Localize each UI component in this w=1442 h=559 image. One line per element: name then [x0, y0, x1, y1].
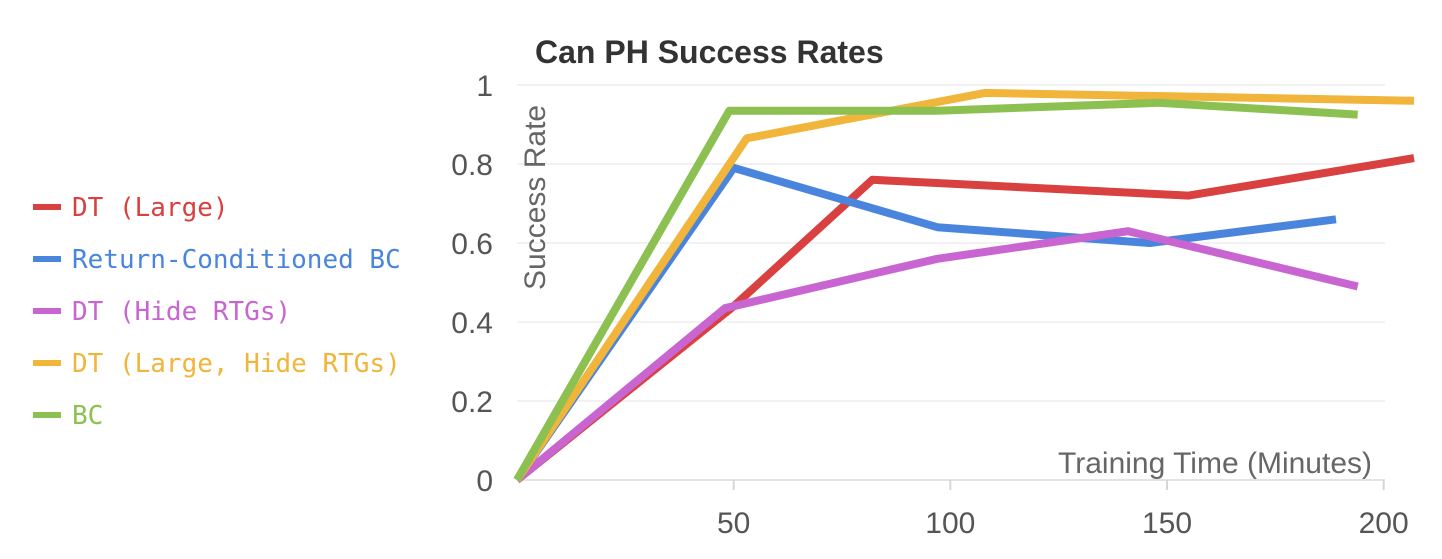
x-tick-label: 50 [717, 507, 750, 540]
series-layer [513, 88, 1415, 484]
series-line-1 [513, 163, 1337, 483]
x-tick-label: 150 [1142, 507, 1192, 540]
legend-label: DT (Large, Hide RTGs) [72, 349, 401, 379]
legend-label: DT (Large) [72, 193, 229, 223]
y-tick-label: 0.2 [451, 386, 493, 419]
y-axis-label: Success Rate [519, 105, 552, 290]
y-tick-label: 0.8 [451, 149, 493, 182]
y-tick-label: 0.6 [451, 228, 493, 261]
x-tick-label: 200 [1359, 507, 1409, 540]
y-tick-label: 0.4 [451, 307, 493, 340]
legend-label: DT (Hide RTGs) [72, 297, 291, 327]
y-tick-labels: 0 0.2 0.4 0.6 0.8 1 [451, 70, 493, 498]
series-line-3 [513, 88, 1415, 483]
series-line-2 [514, 227, 1359, 484]
y-tick-label: 0 [476, 465, 493, 498]
legend: DT (Large) Return-Conditioned BC DT (Hide … [33, 193, 401, 431]
grid-layer [517, 84, 1385, 490]
legend-label: Return-Conditioned BC [72, 245, 401, 275]
x-tick-labels: 50 100 150 200 [717, 507, 1409, 540]
y-tick-label: 1 [476, 70, 493, 103]
chart-title: Can PH Success Rates [535, 34, 884, 70]
series-line-0 [514, 154, 1415, 484]
series-line-4 [513, 98, 1358, 482]
x-tick-label: 100 [925, 507, 975, 540]
legend-label: BC [72, 401, 103, 431]
x-axis-label: Training Time (Minutes) [1058, 447, 1372, 480]
